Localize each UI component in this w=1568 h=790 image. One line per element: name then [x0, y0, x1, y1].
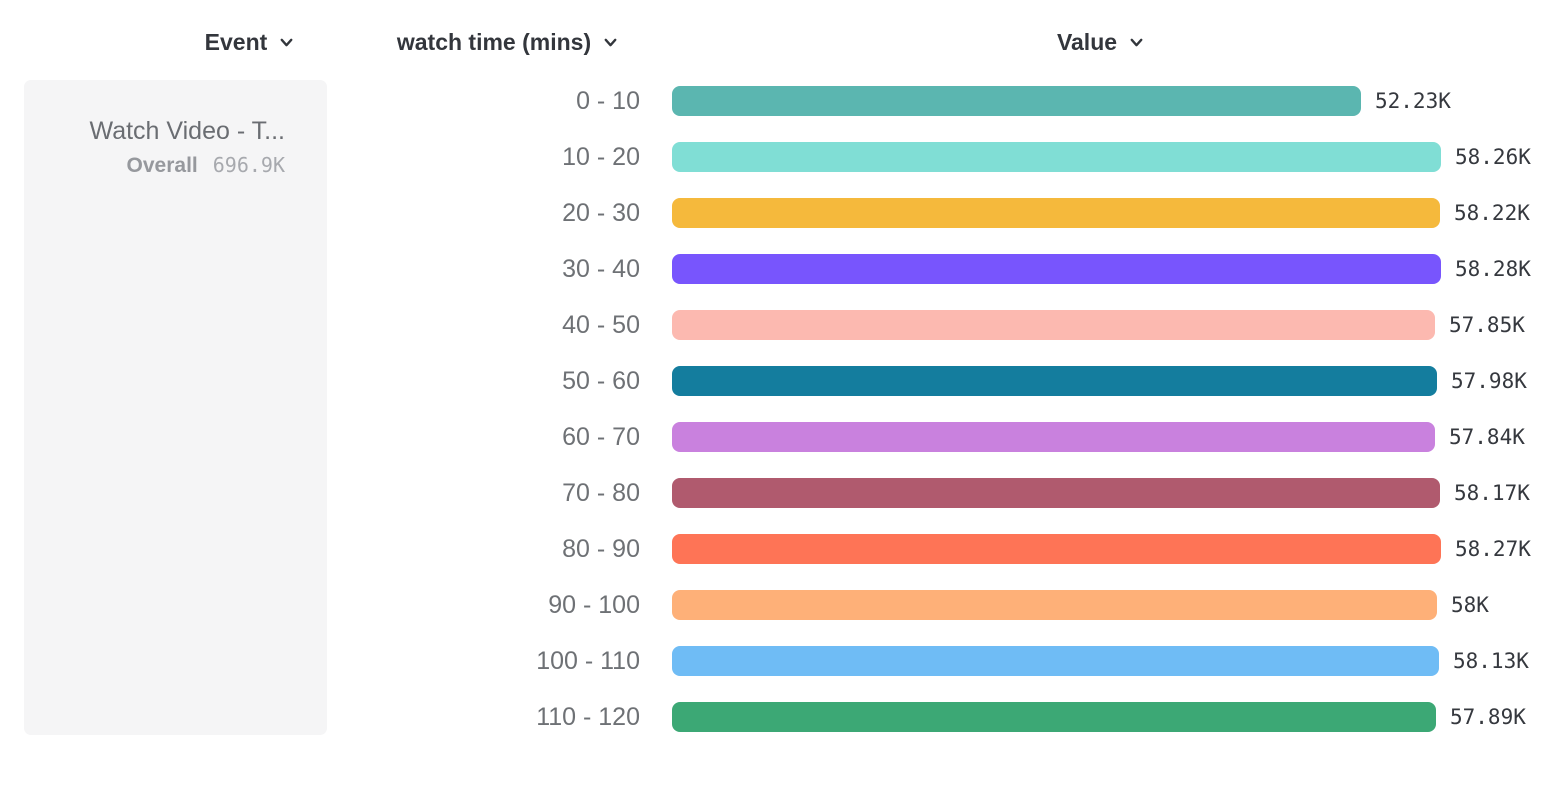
- bucket-label: 110 - 120: [536, 702, 640, 731]
- overall-value: 696.9K: [212, 153, 285, 177]
- event-column-label: Event: [204, 28, 268, 55]
- bucket-label: 100 - 110: [536, 646, 640, 675]
- value-bar[interactable]: [672, 646, 1439, 676]
- bucket-label: 90 - 100: [548, 590, 640, 619]
- chevron-down-icon: [1128, 34, 1145, 51]
- chart-row: 70 - 80 58.17K: [380, 465, 1560, 521]
- value-label: 58.27K: [1455, 537, 1531, 561]
- chart-row: 80 - 90 58.27K: [380, 521, 1560, 577]
- value-label: 57.89K: [1450, 705, 1526, 729]
- value-bar[interactable]: [672, 142, 1441, 172]
- bucket-label: 10 - 20: [562, 142, 640, 171]
- value-bar[interactable]: [672, 198, 1440, 228]
- value-label: 58.22K: [1454, 201, 1530, 225]
- chart-row: 0 - 10 52.23K: [380, 73, 1560, 129]
- value-label: 58.26K: [1455, 145, 1531, 169]
- chevron-down-icon: [278, 34, 295, 51]
- bucket-label: 40 - 50: [562, 310, 640, 339]
- value-column-dropdown[interactable]: Value: [1001, 26, 1201, 58]
- value-label: 57.98K: [1451, 369, 1527, 393]
- value-bar[interactable]: [672, 422, 1435, 452]
- event-name: Watch Video - T...: [89, 117, 285, 145]
- value-label: 58.28K: [1455, 257, 1531, 281]
- chart-row: 100 - 110 58.13K: [380, 633, 1560, 689]
- bucket-label: 30 - 40: [562, 254, 640, 283]
- breakdown-column-dropdown[interactable]: watch time (mins): [358, 26, 658, 58]
- value-bar[interactable]: [672, 534, 1441, 564]
- value-bar[interactable]: [672, 86, 1361, 116]
- value-label: 58K: [1451, 593, 1489, 617]
- value-bar[interactable]: [672, 478, 1440, 508]
- value-bar[interactable]: [672, 254, 1441, 284]
- value-label: 58.17K: [1454, 481, 1530, 505]
- overall-label: Overall: [126, 154, 198, 177]
- value-label: 57.85K: [1449, 313, 1525, 337]
- chart-row: 110 - 120 57.89K: [380, 689, 1560, 745]
- value-bar[interactable]: [672, 590, 1437, 620]
- bucket-label: 50 - 60: [562, 366, 640, 395]
- bucket-label: 80 - 90: [562, 534, 640, 563]
- value-bar[interactable]: [672, 702, 1436, 732]
- chart-row: 90 - 100 58K: [380, 577, 1560, 633]
- event-card[interactable]: Watch Video - T... Overall 696.9K: [24, 80, 327, 735]
- value-bar[interactable]: [672, 366, 1437, 396]
- value-column-label: Value: [1056, 28, 1118, 55]
- bucket-label: 70 - 80: [562, 478, 640, 507]
- chart-row: 40 - 50 57.85K: [380, 297, 1560, 353]
- value-label: 52.23K: [1375, 89, 1451, 113]
- bucket-label: 0 - 10: [576, 86, 640, 115]
- bucket-label: 20 - 30: [562, 198, 640, 227]
- chart-row: 60 - 70 57.84K: [380, 409, 1560, 465]
- bar-chart: 0 - 10 52.23K 10 - 20 58.26K 20 - 30 58.22K 30…: [380, 73, 1560, 745]
- value-label: 58.13K: [1453, 649, 1529, 673]
- chevron-down-icon: [602, 34, 619, 51]
- event-overall-row: Overall 696.9K: [24, 153, 285, 178]
- value-label: 57.84K: [1449, 425, 1525, 449]
- bucket-label: 60 - 70: [562, 422, 640, 451]
- chart-row: 30 - 40 58.28K: [380, 241, 1560, 297]
- event-column-dropdown[interactable]: Event: [140, 26, 360, 58]
- chart-row: 50 - 60 57.98K: [380, 353, 1560, 409]
- value-bar[interactable]: [672, 310, 1435, 340]
- breakdown-column-label: watch time (mins): [396, 28, 592, 55]
- chart-row: 10 - 20 58.26K: [380, 129, 1560, 185]
- chart-row: 20 - 30 58.22K: [380, 185, 1560, 241]
